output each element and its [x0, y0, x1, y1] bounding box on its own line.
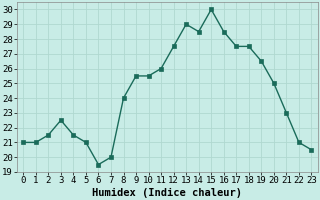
- X-axis label: Humidex (Indice chaleur): Humidex (Indice chaleur): [92, 188, 242, 198]
